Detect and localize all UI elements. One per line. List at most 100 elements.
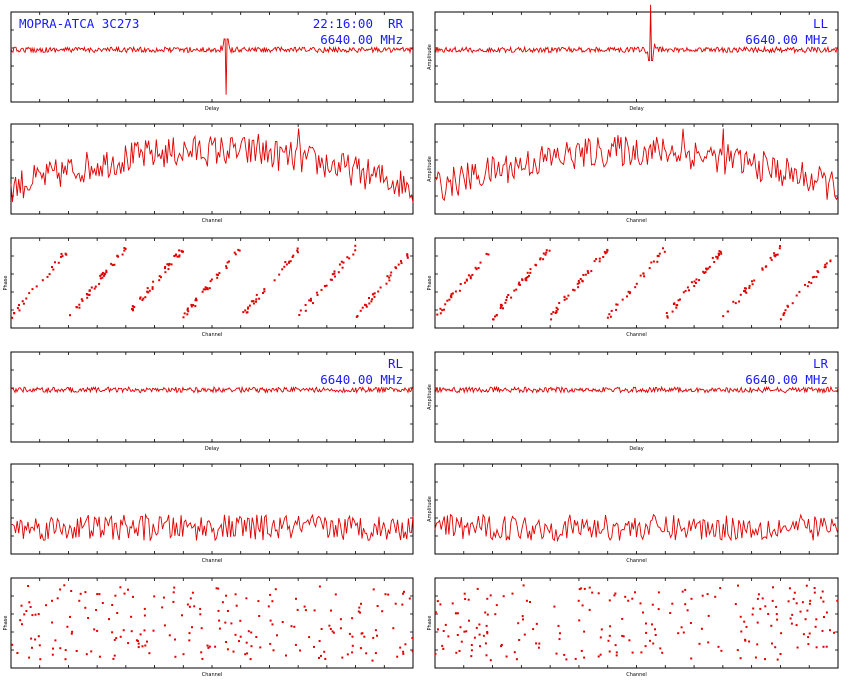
phase-point bbox=[361, 306, 364, 309]
phase-point bbox=[289, 260, 292, 263]
phase-point bbox=[825, 262, 828, 265]
phase-point bbox=[189, 597, 192, 600]
phase-point bbox=[593, 260, 596, 263]
phase-point bbox=[779, 653, 782, 655]
phase-point bbox=[523, 633, 526, 636]
phase-point bbox=[143, 629, 146, 632]
phase-point bbox=[608, 634, 611, 637]
phase-point bbox=[650, 261, 653, 264]
phase-point bbox=[291, 256, 294, 258]
amplitude-plot-lr: Channel Amplitude bbox=[427, 463, 839, 564]
phase-point bbox=[340, 260, 343, 263]
phase-point bbox=[187, 310, 190, 313]
phase-point bbox=[110, 262, 113, 265]
phase-point bbox=[133, 306, 136, 308]
phase-point bbox=[116, 612, 119, 614]
phase-point bbox=[65, 253, 68, 256]
phase-point bbox=[359, 647, 362, 650]
time-label: 22:16:00 bbox=[313, 16, 373, 31]
phase-point bbox=[555, 311, 558, 314]
phase-point bbox=[51, 621, 54, 624]
phase-point bbox=[770, 624, 773, 627]
phase-point bbox=[217, 609, 220, 612]
phase-point bbox=[194, 299, 197, 302]
phase-point bbox=[255, 300, 257, 303]
phase-plot-rl: Channel Phase bbox=[3, 577, 414, 678]
phase-point bbox=[451, 602, 454, 605]
phase-point bbox=[665, 312, 668, 314]
phase-point bbox=[252, 300, 255, 303]
phase-point bbox=[621, 298, 624, 301]
phase-point bbox=[137, 646, 140, 649]
phase-point bbox=[722, 315, 725, 318]
phase-point bbox=[447, 635, 450, 638]
phase-point bbox=[130, 615, 133, 618]
phase-point bbox=[675, 306, 678, 309]
phase-point bbox=[442, 630, 445, 632]
phase-point bbox=[550, 318, 553, 321]
phase-point bbox=[402, 592, 404, 595]
phase-point bbox=[719, 587, 722, 590]
phase-point bbox=[404, 643, 407, 646]
phase-point bbox=[402, 652, 405, 655]
phase-point bbox=[761, 268, 764, 271]
phase-point bbox=[529, 271, 532, 274]
phase-point bbox=[676, 304, 679, 307]
phase-point bbox=[371, 298, 374, 301]
phase-point bbox=[581, 604, 584, 607]
phase-point bbox=[161, 606, 164, 609]
phase-point bbox=[515, 658, 518, 661]
phase-point bbox=[113, 263, 116, 266]
phase-point bbox=[813, 587, 816, 589]
phase-point bbox=[608, 599, 611, 602]
phase-point bbox=[123, 247, 126, 249]
phase-point bbox=[528, 274, 530, 277]
phase-point bbox=[151, 287, 154, 290]
phase-point bbox=[525, 277, 528, 279]
phase-point bbox=[299, 649, 302, 652]
phase-point bbox=[174, 638, 176, 641]
phase-point bbox=[296, 608, 299, 611]
phase-point bbox=[131, 305, 134, 308]
phase-point bbox=[484, 611, 487, 614]
phase-point bbox=[652, 642, 655, 645]
phase-point bbox=[770, 258, 773, 261]
phase-point bbox=[183, 312, 186, 315]
phase-point bbox=[822, 600, 825, 603]
phase-point bbox=[379, 286, 382, 289]
phase-point bbox=[318, 656, 320, 659]
phase-point bbox=[442, 647, 445, 650]
phase-point bbox=[226, 648, 229, 651]
phase-point bbox=[158, 279, 161, 282]
phase-point bbox=[443, 308, 445, 311]
phase-point bbox=[60, 255, 62, 258]
phase-point bbox=[526, 271, 529, 274]
phase-point bbox=[738, 300, 741, 303]
phase-point bbox=[489, 659, 492, 662]
phase-point bbox=[806, 285, 809, 288]
phase-point bbox=[494, 315, 496, 318]
polarization-label: RR bbox=[388, 16, 404, 31]
phase-point bbox=[470, 655, 473, 658]
phase-point bbox=[555, 652, 558, 655]
phase-point bbox=[208, 645, 211, 648]
phase-point bbox=[756, 643, 759, 646]
phase-point bbox=[69, 615, 71, 618]
phase-point bbox=[681, 590, 684, 593]
phase-point bbox=[450, 293, 453, 296]
phase-point bbox=[124, 247, 127, 250]
phase-point bbox=[384, 593, 387, 596]
phase-point bbox=[622, 635, 625, 638]
phase-point bbox=[795, 602, 798, 605]
phase-point bbox=[153, 595, 156, 598]
phase-point bbox=[616, 303, 619, 306]
phase-point bbox=[174, 254, 177, 257]
phase-point bbox=[734, 603, 737, 606]
plot-frame bbox=[10, 237, 414, 329]
phase-point bbox=[751, 283, 754, 286]
phase-point bbox=[368, 302, 371, 305]
phase-point bbox=[648, 267, 651, 270]
phase-point bbox=[684, 603, 687, 606]
phase-point bbox=[23, 613, 26, 616]
phase-point bbox=[455, 651, 458, 654]
